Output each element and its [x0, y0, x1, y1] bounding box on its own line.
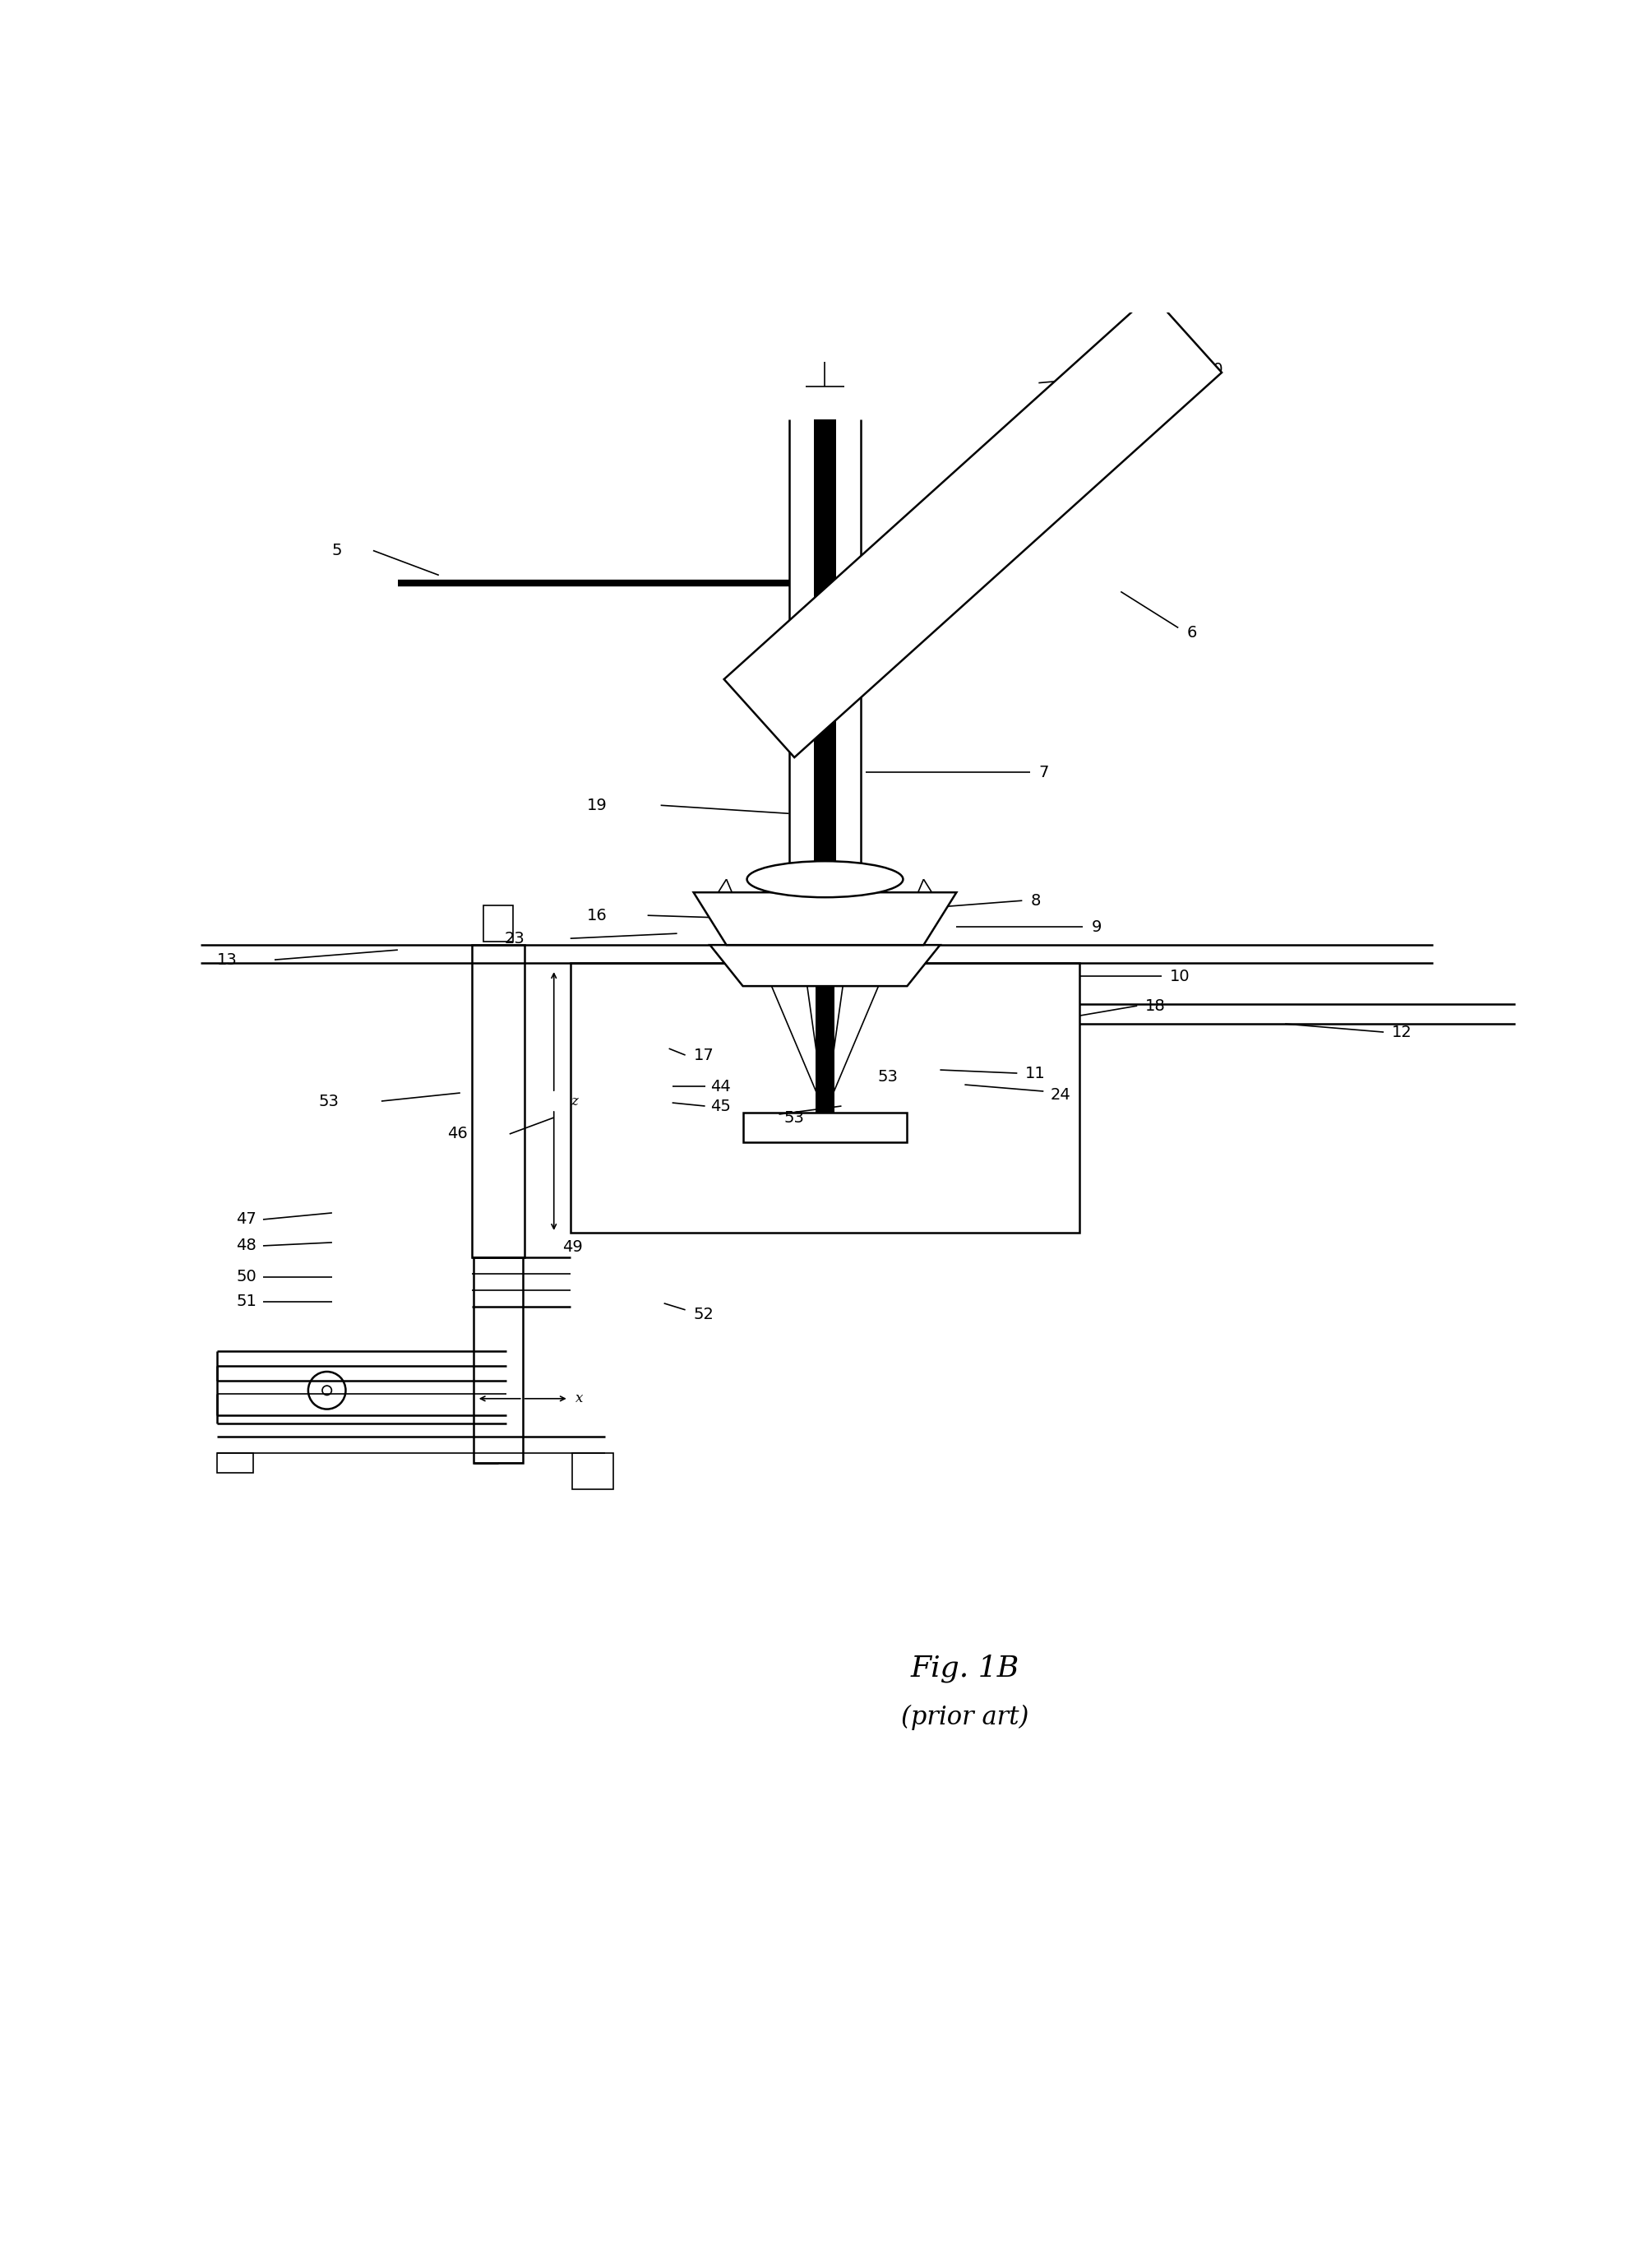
Text: 13: 13 [218, 953, 238, 968]
Text: 50: 50 [236, 1270, 256, 1284]
Text: 52: 52 [693, 1306, 714, 1322]
Text: 16: 16 [587, 907, 607, 923]
Text: 12: 12 [1393, 1025, 1412, 1041]
Text: 53: 53 [878, 1068, 898, 1084]
Bar [472, 946, 525, 1256]
Text: (prior art): (prior art) [901, 1706, 1028, 1730]
Text: 17: 17 [693, 1048, 714, 1064]
Text: 46: 46 [447, 1127, 467, 1141]
Text: 20: 20 [1203, 363, 1223, 376]
Text: 51: 51 [236, 1293, 256, 1309]
Text: x: x [576, 1393, 582, 1406]
Text: 5: 5 [332, 542, 342, 558]
Polygon shape [693, 891, 957, 946]
Text: 10: 10 [1170, 968, 1190, 984]
Text: 48: 48 [236, 1238, 256, 1254]
Bar [815, 887, 835, 1114]
Text: 23: 23 [505, 930, 525, 946]
Ellipse shape [747, 862, 903, 898]
Text: 53: 53 [318, 1093, 340, 1109]
Text: 47: 47 [236, 1211, 256, 1227]
Text: 6: 6 [1186, 626, 1196, 640]
Text: z: z [571, 1093, 578, 1109]
Text: 8: 8 [1030, 894, 1041, 909]
Text: 9: 9 [1091, 919, 1101, 934]
Bar [742, 1114, 908, 1143]
Text: 44: 44 [710, 1080, 731, 1093]
Polygon shape [710, 946, 940, 987]
Bar [813, 885, 837, 887]
Text: 19: 19 [587, 798, 607, 814]
Text: Fig. 1B: Fig. 1B [911, 1653, 1020, 1683]
Polygon shape [724, 295, 1221, 758]
Bar [474, 1256, 523, 1463]
Text: 24: 24 [1049, 1086, 1071, 1102]
Bar [813, 420, 837, 937]
Text: 45: 45 [710, 1098, 731, 1114]
Bar [218, 1454, 252, 1472]
Text: 49: 49 [563, 1241, 582, 1254]
Text: 18: 18 [1145, 998, 1167, 1014]
Text: 53: 53 [784, 1109, 804, 1125]
Bar [571, 964, 1079, 1232]
Text: 7: 7 [1038, 764, 1049, 780]
Bar [573, 1454, 614, 1490]
Text: 11: 11 [1025, 1066, 1046, 1082]
Bar [483, 905, 513, 941]
